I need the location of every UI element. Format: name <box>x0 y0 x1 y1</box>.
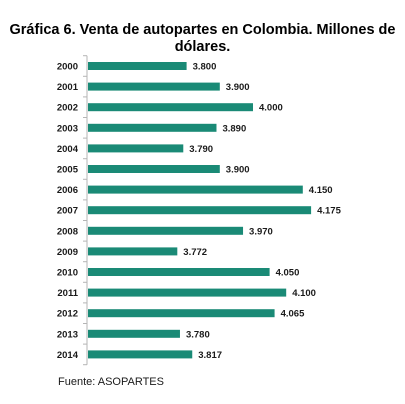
value-label-2013: 3.780 <box>186 329 210 340</box>
bar-2005 <box>88 165 220 173</box>
bar-2001 <box>88 82 220 91</box>
value-label-2008: 3.970 <box>249 226 273 237</box>
category-label-2003: 2003 <box>57 123 78 134</box>
bar-2013 <box>88 329 180 338</box>
chart-title: Gráfica 6. Venta de autopartes en Colomb… <box>9 22 396 55</box>
bar-2004 <box>88 144 184 153</box>
category-label-2000: 2000 <box>57 62 78 73</box>
category-label-2011: 2011 <box>57 288 78 299</box>
category-label-2006: 2006 <box>57 185 78 196</box>
chart-axis <box>83 55 88 366</box>
value-label-2011: 4.100 <box>292 288 316 299</box>
chart-value-labels: 3.800 3.900 4.000 3.890 3.790 3.900 4.150 4.175… <box>183 62 341 361</box>
value-label-2010: 4.050 <box>276 268 300 279</box>
bar-2000 <box>88 62 187 70</box>
category-label-2013: 2013 <box>57 329 78 340</box>
bar-2007 <box>88 206 312 215</box>
category-label-2005: 2005 <box>57 165 79 176</box>
category-label-2010: 2010 <box>57 268 78 279</box>
value-label-2014: 3.817 <box>198 350 222 361</box>
value-label-2001: 3.900 <box>226 82 250 93</box>
bar-2011 <box>88 288 287 297</box>
bar-2010 <box>88 268 270 276</box>
chart-category-labels: 2000 2001 2002 2003 2004 2005 2006 2007 2008 2009… <box>57 62 79 361</box>
bar-2008 <box>88 226 244 235</box>
category-label-2001: 2001 <box>57 82 79 93</box>
category-label-2007: 2007 <box>57 206 78 217</box>
chart-source-note: Fuente: ASOPARTES <box>58 376 164 388</box>
chart-bars <box>88 62 312 359</box>
bar-2002 <box>88 103 253 112</box>
value-label-2002: 4.000 <box>259 103 283 114</box>
value-label-2006: 4.150 <box>309 185 333 196</box>
category-label-2004: 2004 <box>57 144 79 155</box>
value-label-2009: 3.772 <box>183 247 207 258</box>
bar-2003 <box>88 123 217 132</box>
category-label-2002: 2002 <box>57 103 78 114</box>
category-label-2009: 2009 <box>57 247 78 258</box>
bar-2009 <box>88 247 178 256</box>
category-label-2012: 2012 <box>57 309 78 320</box>
value-label-2004: 3.790 <box>189 144 213 155</box>
bar-2006 <box>88 185 303 194</box>
value-label-2000: 3.800 <box>193 62 217 73</box>
value-label-2003: 3.890 <box>222 123 246 134</box>
category-label-2014: 2014 <box>57 350 79 361</box>
value-label-2005: 3.900 <box>226 165 250 176</box>
value-label-2012: 4.065 <box>281 309 305 320</box>
bar-2014 <box>88 350 193 359</box>
value-label-2007: 4.175 <box>317 206 341 217</box>
category-label-2008: 2008 <box>57 226 78 237</box>
bar-2012 <box>88 309 275 318</box>
